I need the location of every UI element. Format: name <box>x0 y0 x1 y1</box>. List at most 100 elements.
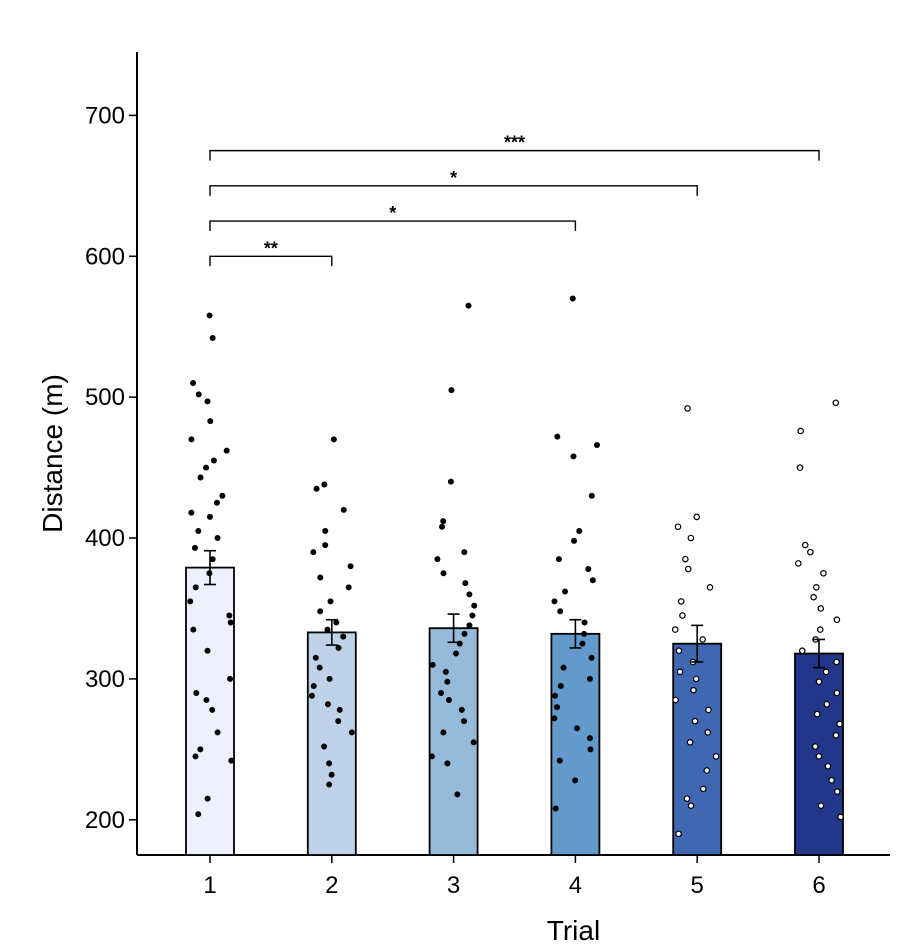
data-point <box>190 626 197 633</box>
data-point <box>440 570 447 577</box>
data-point <box>444 678 451 685</box>
data-point <box>313 485 320 492</box>
data-point <box>556 757 563 764</box>
data-point <box>686 738 694 746</box>
data-point <box>815 678 823 686</box>
data-point <box>570 453 577 460</box>
data-point <box>219 492 226 499</box>
data-point <box>807 548 814 556</box>
data-point <box>824 762 832 770</box>
data-point <box>555 556 562 563</box>
data-point <box>811 743 819 750</box>
data-point <box>335 644 342 651</box>
significance-label: * <box>450 168 457 188</box>
data-point <box>206 513 213 520</box>
data-point <box>324 626 331 633</box>
data-point <box>191 544 198 551</box>
data-point <box>588 654 595 661</box>
data-point <box>322 542 329 549</box>
data-point <box>675 830 682 838</box>
data-point <box>465 302 472 309</box>
data-point <box>206 312 213 319</box>
data-point <box>335 718 342 725</box>
data-point <box>675 647 683 655</box>
data-point <box>340 506 347 513</box>
y-tick-label: 500 <box>85 384 125 411</box>
data-point <box>706 584 714 591</box>
y-tick-label: 600 <box>85 243 125 270</box>
data-point <box>677 598 685 605</box>
data-point <box>461 549 468 556</box>
data-point <box>816 626 824 633</box>
data-point <box>223 447 230 454</box>
data-point <box>684 405 691 412</box>
data-point <box>209 334 216 341</box>
y-axis-title: Distance (m) <box>37 374 68 533</box>
x-tick-label: 5 <box>691 872 704 899</box>
data-point <box>798 647 806 655</box>
bar-trial-2 <box>306 631 357 856</box>
data-point <box>690 686 697 694</box>
data-point <box>458 706 465 713</box>
data-point <box>321 743 328 750</box>
data-point <box>188 436 195 443</box>
data-point <box>204 398 211 405</box>
significance-bracket <box>209 220 577 232</box>
data-point <box>579 640 586 647</box>
x-tick-label: 1 <box>203 872 216 899</box>
data-point <box>195 391 202 398</box>
plot-area: 200 300 400 500 600 700 1 2 3 4 5 6 Trial Distance (m… <box>37 52 890 946</box>
data-point <box>672 696 679 704</box>
x-tick-label: 2 <box>325 872 338 899</box>
data-point <box>347 563 354 570</box>
data-point <box>551 715 558 722</box>
data-point <box>470 739 477 746</box>
data-point <box>794 560 802 567</box>
data-point <box>560 664 567 671</box>
x-axis-title: Trial <box>547 915 600 946</box>
data-point <box>801 541 809 549</box>
data-point <box>471 602 478 609</box>
data-point <box>317 608 324 615</box>
data-point <box>551 598 558 605</box>
data-point <box>557 608 564 615</box>
data-point <box>462 580 469 587</box>
data-point <box>833 788 841 795</box>
data-point <box>817 605 825 612</box>
data-point <box>554 433 561 440</box>
significance-bracket <box>209 149 820 161</box>
significance-label: *** <box>504 133 525 153</box>
data-point <box>691 717 699 725</box>
data-point <box>796 464 804 471</box>
bar-trial-3 <box>428 627 479 856</box>
data-point <box>833 658 840 666</box>
data-point <box>813 710 821 718</box>
data-point <box>671 626 679 633</box>
data-point <box>214 729 221 736</box>
data-point <box>330 436 337 443</box>
data-point <box>192 753 199 760</box>
data-point <box>188 509 195 516</box>
data-point <box>204 647 211 654</box>
data-point <box>553 704 560 711</box>
data-point <box>574 725 581 732</box>
significance-label: ** <box>264 238 278 258</box>
data-point <box>823 700 831 708</box>
data-point <box>571 537 578 544</box>
data-point <box>308 692 315 699</box>
data-point <box>187 598 194 605</box>
data-point <box>321 481 328 488</box>
y-tick-label: 300 <box>85 666 125 693</box>
data-point <box>712 753 720 760</box>
data-point <box>466 622 473 629</box>
data-point <box>336 706 343 713</box>
data-point <box>699 636 706 643</box>
data-point <box>442 668 449 675</box>
data-point <box>348 729 355 736</box>
data-point <box>452 650 459 657</box>
data-point <box>312 654 319 661</box>
data-point <box>448 387 455 394</box>
data-point <box>326 760 333 767</box>
data-point <box>833 689 841 697</box>
